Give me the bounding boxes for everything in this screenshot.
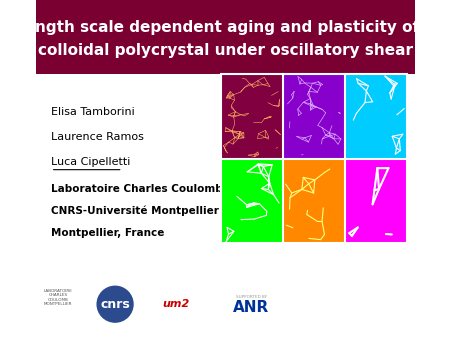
Bar (221, 74, 407, 243)
Text: CNRS-Université Montpellier 2: CNRS-Université Montpellier 2 (51, 206, 230, 217)
Bar (283, 159, 345, 243)
Text: Montpellier, France: Montpellier, France (51, 228, 164, 238)
Text: SUPPORTED BY: SUPPORTED BY (236, 295, 267, 299)
Bar (36, 0, 414, 74)
Text: Laurence Ramos: Laurence Ramos (51, 132, 144, 142)
Bar (283, 74, 345, 159)
Bar (345, 159, 407, 243)
Text: Elisa Tamborini: Elisa Tamborini (51, 106, 135, 117)
Bar (221, 159, 283, 243)
Bar (345, 74, 407, 159)
Text: Length scale dependent aging and plasticity of a: Length scale dependent aging and plastic… (15, 20, 435, 35)
Text: colloidal polycrystal under oscillatory shear: colloidal polycrystal under oscillatory … (37, 43, 413, 57)
Text: cnrs: cnrs (100, 298, 130, 311)
Text: ANR: ANR (234, 300, 270, 315)
Text: Luca Cipelletti: Luca Cipelletti (51, 157, 130, 167)
Bar (221, 74, 283, 159)
Text: LABORATOIRE
CHARLES
COULOMB
MONTPELLIER: LABORATOIRE CHARLES COULOMB MONTPELLIER (44, 289, 73, 306)
Text: um2: um2 (162, 299, 189, 309)
Text: Laboratoire Charles Coulomb: Laboratoire Charles Coulomb (51, 184, 222, 194)
